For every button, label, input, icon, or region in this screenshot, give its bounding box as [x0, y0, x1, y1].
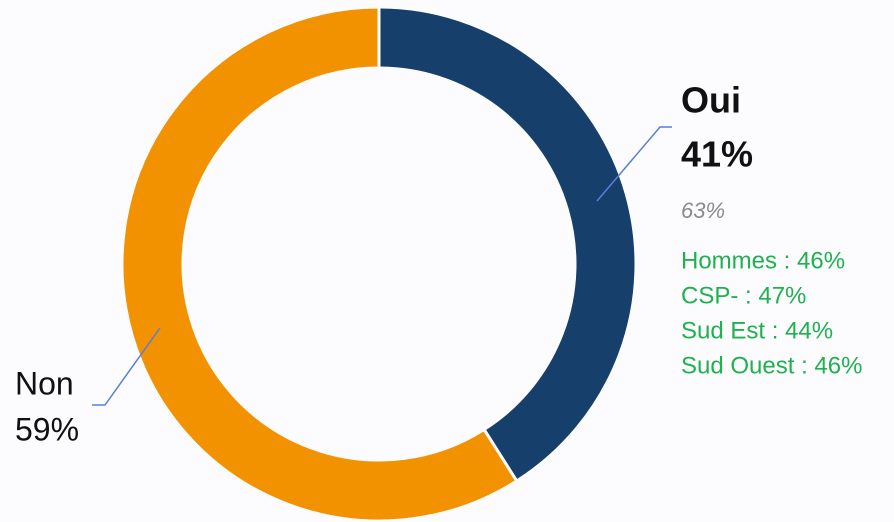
slice — [120, 5, 519, 522]
slice-value-label: 41% — [681, 134, 753, 175]
slice-value-label: 59% — [15, 411, 79, 447]
leader-line — [596, 126, 672, 202]
leader-line — [92, 327, 161, 406]
slice-label: Non — [15, 365, 74, 401]
annotation: Sud Est : 44% — [681, 317, 833, 344]
slice — [377, 5, 638, 484]
annotation: CSP- : 47% — [681, 282, 806, 309]
annotation: Sud Ouest : 46% — [681, 352, 862, 379]
slice-label: Oui — [681, 80, 741, 121]
annotation: Hommes : 46% — [681, 247, 845, 274]
annotation: 63% — [681, 198, 725, 223]
donut — [120, 5, 638, 522]
